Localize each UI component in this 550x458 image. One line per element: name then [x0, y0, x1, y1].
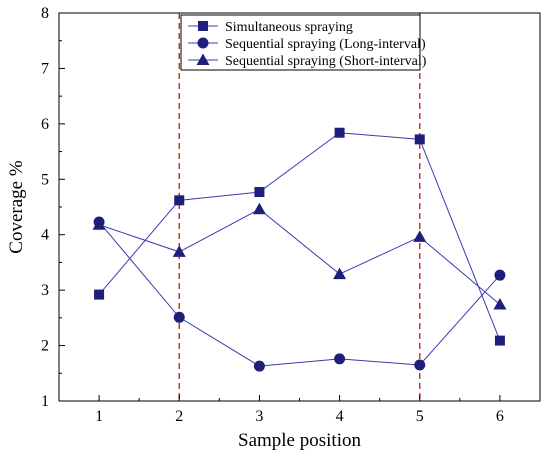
y-tick-label: 7 — [41, 60, 49, 77]
x-tick-label: 3 — [255, 408, 263, 425]
data-point — [254, 187, 265, 198]
data-point — [333, 267, 347, 280]
data-point — [494, 269, 506, 281]
series-0 — [94, 127, 505, 346]
tick-labels: 1 2 3 4 5 6 1 2 3 4 5 6 7 8 — [41, 5, 504, 425]
x-tick-label: 2 — [175, 408, 183, 425]
data-point — [173, 311, 185, 323]
x-tick-label: 5 — [416, 408, 424, 425]
x-tick-label: 4 — [336, 408, 344, 425]
plot-frame — [58, 12, 541, 402]
data-point — [334, 353, 346, 365]
data-point — [253, 360, 265, 372]
legend-label: Simultaneous spraying — [225, 20, 353, 35]
data-point — [252, 202, 266, 215]
legend: Simultaneous spraying Sequential sprayin… — [180, 14, 427, 71]
data-point — [94, 289, 105, 300]
y-tick-label: 2 — [41, 338, 49, 355]
y-tick-label: 5 — [41, 171, 49, 188]
legend-entry-simultaneous: Simultaneous spraying — [188, 20, 353, 35]
x-tick-label: 1 — [95, 408, 103, 425]
x-axis-title: Sample position — [238, 430, 361, 451]
data-point — [414, 359, 426, 371]
legend-marker — [197, 37, 209, 49]
series-line — [98, 221, 501, 367]
series-1 — [93, 216, 506, 372]
y-axis-title: Coverage % — [6, 160, 27, 254]
series-line — [98, 208, 501, 305]
legend-box — [180, 14, 421, 71]
data-point — [413, 230, 427, 242]
y-tick-label: 6 — [41, 116, 49, 133]
y-tick-label: 1 — [41, 393, 49, 410]
series-layer — [92, 127, 507, 372]
axes — [58, 12, 541, 402]
data-point — [493, 298, 507, 310]
data-point — [92, 218, 106, 230]
legend-entry-long-interval: Sequential spraying (Long-interval) — [188, 37, 426, 52]
data-point — [172, 245, 186, 257]
legend-marker — [196, 53, 210, 65]
series-2 — [92, 202, 507, 310]
legend-entry-short-interval: Sequential spraying (Short-interval) — [188, 53, 427, 69]
reference-lines — [178, 13, 421, 401]
data-point — [494, 335, 505, 346]
data-point — [174, 195, 185, 206]
x-tick-label: 6 — [496, 408, 504, 425]
series-line — [98, 132, 501, 341]
y-tick-label: 4 — [41, 227, 49, 244]
legend-label: Sequential spraying (Short-interval) — [225, 54, 427, 69]
y-tick-label: 3 — [41, 282, 49, 299]
legend-label: Sequential spraying (Long-interval) — [225, 37, 426, 52]
data-point — [414, 134, 425, 145]
legend-marker — [198, 21, 208, 31]
y-tick-label: 8 — [41, 5, 49, 22]
data-point — [334, 127, 345, 138]
